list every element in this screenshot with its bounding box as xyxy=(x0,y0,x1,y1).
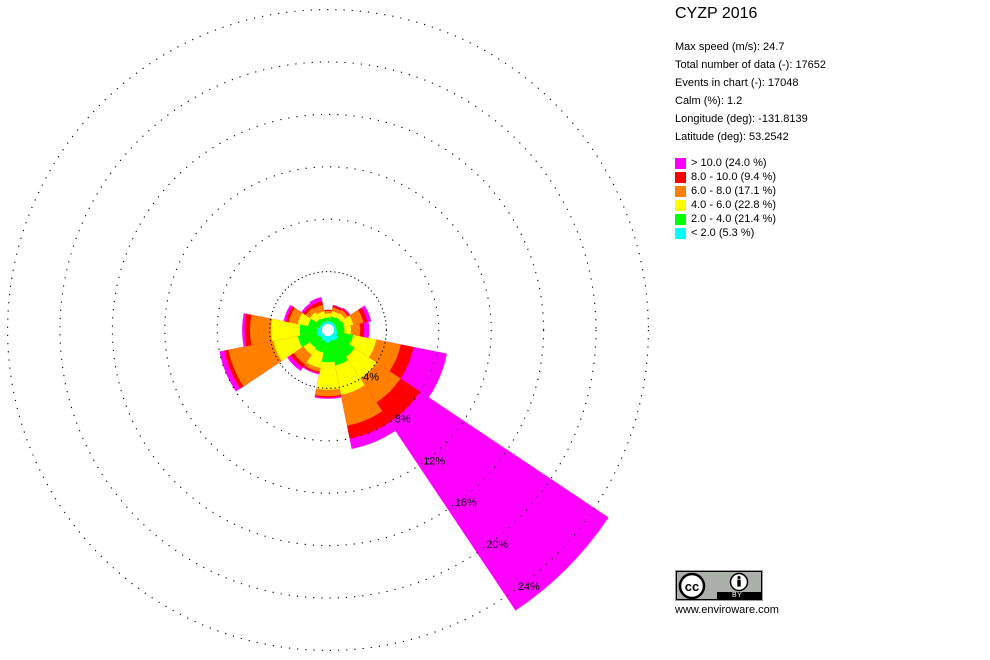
legend-item: < 2.0 (5.3 %) xyxy=(675,226,776,240)
sector-225-bin-0 xyxy=(319,333,325,339)
legend-item: 4.0 - 6.0 (22.8 %) xyxy=(675,198,776,212)
sector-45-bin-0 xyxy=(331,322,336,327)
ring-labels: 4% 8% 12% 16% 20% 24% xyxy=(363,372,540,593)
sector-180-bin-2 xyxy=(316,335,340,390)
ring-4 xyxy=(269,271,387,389)
ring-16 xyxy=(111,113,545,547)
sector-292.5-bin-1 xyxy=(307,318,324,329)
ring-8 xyxy=(216,218,440,442)
sector-0-bin-0 xyxy=(326,321,330,325)
sector-22.5-bin-0 xyxy=(329,321,333,326)
legend-label: < 2.0 (5.3 %) xyxy=(691,227,755,239)
sector-90-bin-1 xyxy=(333,326,345,334)
cc-symbols-icon: cc xyxy=(678,572,749,600)
calm-circle xyxy=(322,324,334,336)
frequency-rings xyxy=(7,9,649,651)
longitude: Longitude (deg): -131.8139 xyxy=(675,113,808,125)
legend-swatch xyxy=(675,185,686,197)
calm-percent: Calm (%): 1.2 xyxy=(675,95,743,107)
ring-20 xyxy=(59,61,597,599)
sector-67.5-bin-0 xyxy=(332,325,337,329)
sector-112.5-bin-1 xyxy=(332,331,354,345)
latitude: Latitude (deg): 53.2542 xyxy=(675,131,789,143)
legend-label: 2.0 - 4.0 (21.4 %) xyxy=(691,213,776,225)
legend-item: 8.0 - 10.0 (9.4 %) xyxy=(675,170,776,184)
legend-swatch xyxy=(675,213,686,225)
sector-270-bin-2 xyxy=(270,318,323,342)
legend-item: 6.0 - 8.0 (17.1 %) xyxy=(675,184,776,198)
events-in-chart: Events in chart (-): 17048 xyxy=(675,77,799,89)
ring-24 xyxy=(7,9,649,651)
legend-swatch xyxy=(675,199,686,211)
badge-by-text: BY xyxy=(732,592,743,599)
legend-label: 8.0 - 10.0 (9.4 %) xyxy=(691,171,776,183)
station-info: Max speed (m/s): 24.7 Total number of da… xyxy=(675,38,826,146)
sector-315-bin-0 xyxy=(320,322,325,327)
speed-legend: > 10.0 (24.0 %) 8.0 - 10.0 (9.4 %) 6.0 -… xyxy=(675,156,776,240)
total-data: Total number of data (-): 17652 xyxy=(675,59,827,71)
sector-135-bin-0 xyxy=(331,333,339,341)
cc-by-icon[interactable]: cc BY xyxy=(675,570,763,601)
wind-rose-chart: 4% 8% 12% 16% 20% 24% xyxy=(7,9,649,651)
sector-135-bin-1 xyxy=(331,333,355,357)
ring-label: 24% xyxy=(518,581,540,593)
sector-337.5-bin-0 xyxy=(323,321,327,326)
legend-swatch xyxy=(675,157,686,169)
legend-swatch xyxy=(675,227,686,239)
legend-label: 6.0 - 8.0 (17.1 %) xyxy=(691,185,776,197)
svg-text:cc: cc xyxy=(685,579,699,594)
sector-180-bin-0 xyxy=(325,335,331,343)
ring-12 xyxy=(164,166,492,494)
sector-90-bin-0 xyxy=(333,328,337,332)
legend-label: 4.0 - 6.0 (22.8 %) xyxy=(691,199,776,211)
ring-label: 8% xyxy=(395,413,411,425)
wind-rose-sectors xyxy=(219,297,609,611)
sector-202.5-bin-0 xyxy=(321,334,327,342)
ring-label: 12% xyxy=(423,455,445,467)
ring-label: 16% xyxy=(455,497,477,509)
sector-247.5-bin-1 xyxy=(297,331,324,348)
sector-247.5-bin-0 xyxy=(316,331,324,337)
sector-112.5-bin-0 xyxy=(332,331,338,336)
sector-270-bin-0 xyxy=(316,327,323,333)
legend-swatch xyxy=(675,171,686,183)
chart-title: CYZP 2016 xyxy=(675,5,758,22)
sector-270-bin-1 xyxy=(299,324,323,336)
sector-180-bin-1 xyxy=(321,335,335,363)
website-link[interactable]: www.enviroware.com xyxy=(675,604,779,616)
ring-label: 20% xyxy=(486,539,508,551)
legend-item: 2.0 - 4.0 (21.4 %) xyxy=(675,212,776,226)
max-speed: Max speed (m/s): 24.7 xyxy=(675,41,785,53)
sector-292.5-bin-0 xyxy=(319,325,324,329)
sector-157.5-bin-1 xyxy=(329,334,349,366)
sector-157.5-bin-0 xyxy=(329,334,335,342)
legend-item: > 10.0 (24.0 %) xyxy=(675,156,776,170)
legend-label: > 10.0 (24.0 %) xyxy=(691,157,767,169)
ring-label: 4% xyxy=(363,372,379,384)
